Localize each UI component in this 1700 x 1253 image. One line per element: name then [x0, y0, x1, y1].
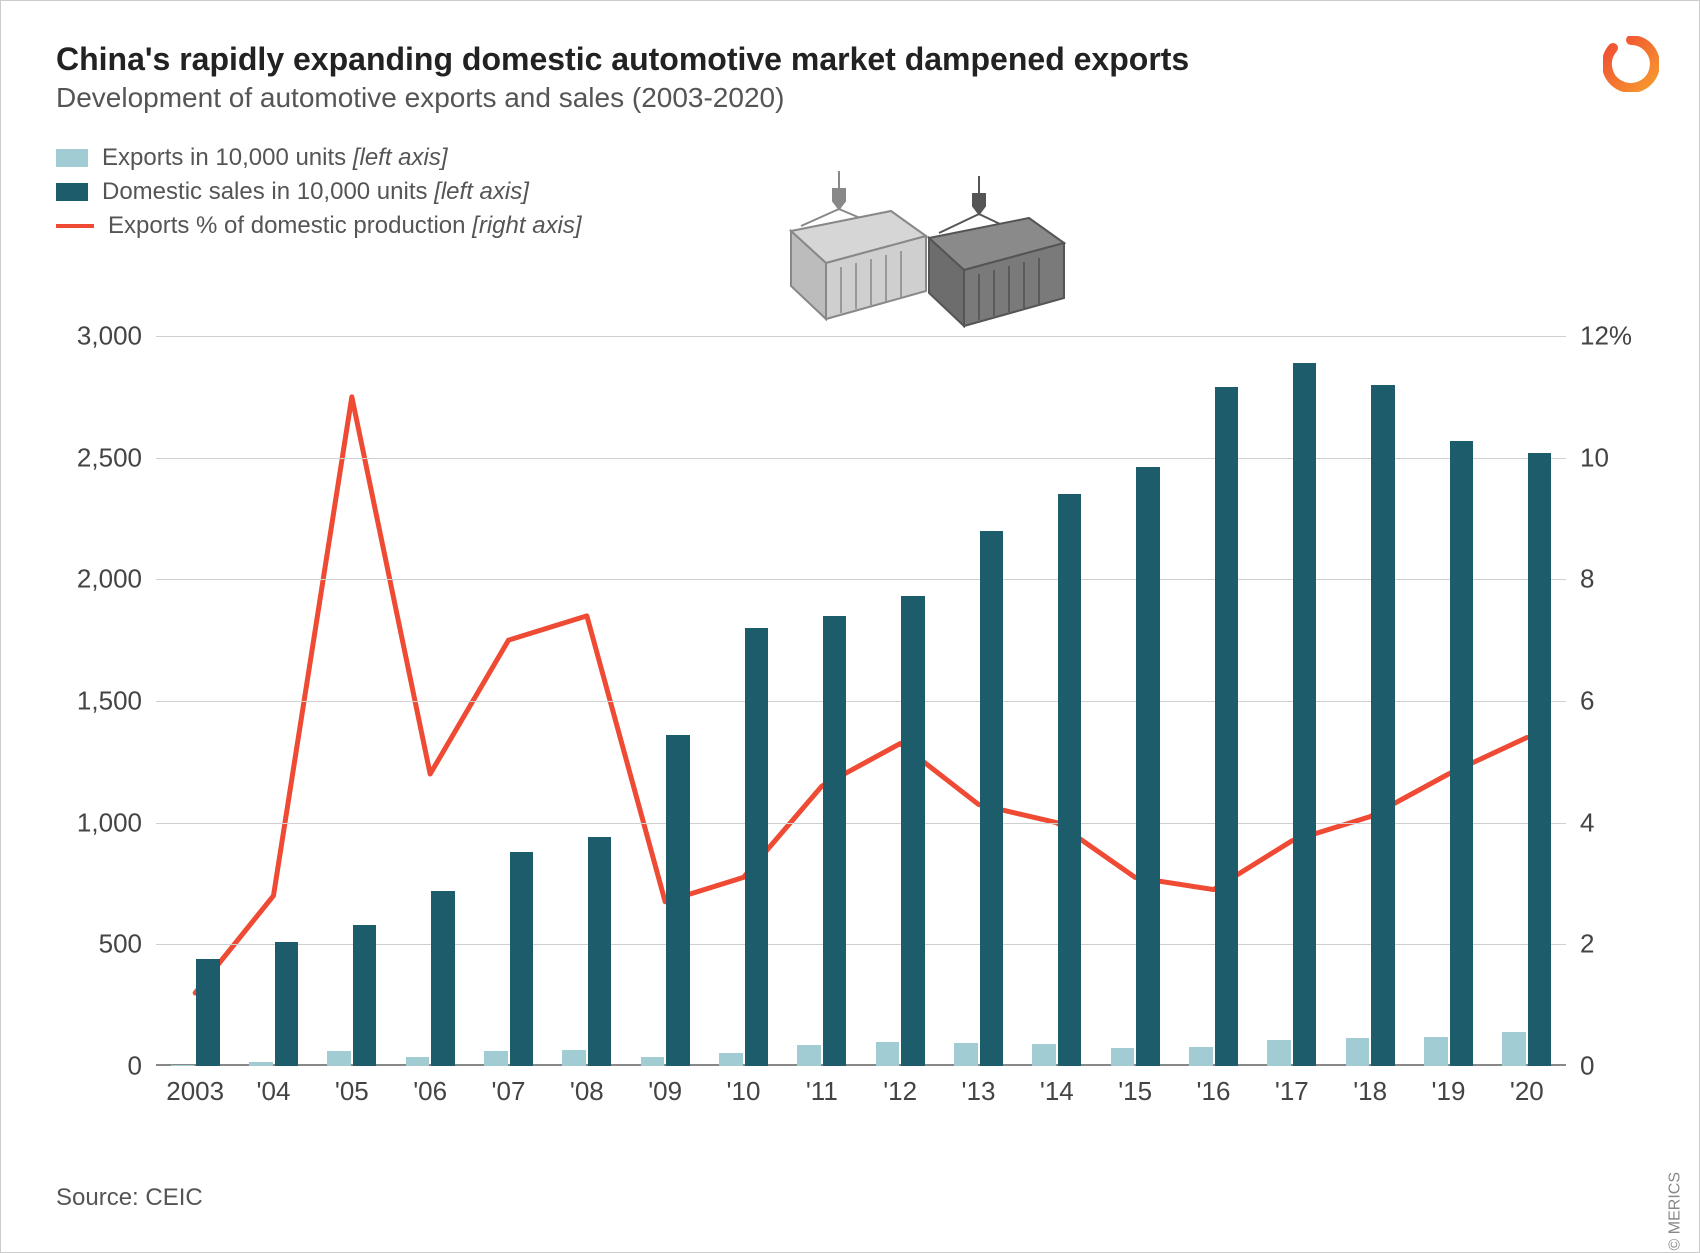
- y-left-tick-label: 1,000: [77, 807, 156, 838]
- bar-exports: [1111, 1048, 1135, 1066]
- shipping-containers-icon: [771, 171, 1071, 346]
- y-right-tick-label: 10: [1566, 442, 1609, 473]
- x-tick-label: '09: [626, 1066, 704, 1107]
- x-tick-label: '13: [940, 1066, 1018, 1107]
- legend-note-domestic: [left axis]: [434, 178, 529, 205]
- bar-domestic: [431, 891, 455, 1066]
- bar-domestic: [353, 925, 377, 1066]
- gridline: [156, 458, 1566, 459]
- bar-exports: [1424, 1037, 1448, 1066]
- bar-domestic: [980, 531, 1004, 1066]
- bar-exports: [327, 1051, 351, 1066]
- y-left-tick-label: 2,500: [77, 442, 156, 473]
- bar-domestic: [666, 735, 690, 1066]
- bar-exports: [1032, 1044, 1056, 1066]
- legend-item-exports: Exports in 10,000 units [left axis]: [56, 144, 1644, 172]
- y-left-tick-label: 500: [99, 929, 156, 960]
- gridline: [156, 336, 1566, 337]
- y-right-tick-label: 4: [1566, 807, 1594, 838]
- y-left-tick-label: 3,000: [77, 321, 156, 352]
- bar-exports: [954, 1043, 978, 1066]
- x-tick-label: '10: [705, 1066, 783, 1107]
- x-tick-label: 2003: [156, 1066, 234, 1107]
- bar-exports: [1267, 1040, 1291, 1066]
- bar-domestic: [510, 852, 534, 1066]
- bar-domestic: [745, 628, 769, 1066]
- bar-exports: [562, 1050, 586, 1066]
- pct-line: [195, 397, 1527, 993]
- x-tick-label: '05: [313, 1066, 391, 1107]
- bar-domestic: [1528, 453, 1552, 1066]
- x-tick-label: '12: [861, 1066, 939, 1107]
- y-right-tick-label: 0: [1566, 1051, 1594, 1082]
- bar-domestic: [1450, 441, 1474, 1066]
- bar-domestic: [1058, 494, 1082, 1066]
- bar-domestic: [588, 837, 612, 1066]
- gridline: [156, 579, 1566, 580]
- y-right-tick-label: 8: [1566, 564, 1594, 595]
- x-tick-label: '07: [470, 1066, 548, 1107]
- y-left-tick-label: 0: [128, 1051, 156, 1082]
- x-tick-label: '15: [1096, 1066, 1174, 1107]
- legend-label-domestic: Domestic sales in 10,000 units: [102, 178, 434, 205]
- legend-swatch-line: [56, 224, 94, 228]
- bar-exports: [876, 1042, 900, 1066]
- y-right-tick-label: 6: [1566, 686, 1594, 717]
- legend-label-pct: Exports % of domestic production: [108, 212, 472, 239]
- bar-exports: [1346, 1038, 1370, 1066]
- source-text: Source: CEIC: [56, 1184, 203, 1212]
- bar-domestic: [901, 596, 925, 1066]
- x-tick-label: '08: [548, 1066, 626, 1107]
- y-right-tick-label: 12%: [1566, 321, 1632, 352]
- legend-note-exports: [left axis]: [353, 144, 448, 171]
- bar-domestic: [823, 616, 847, 1066]
- bar-domestic: [1215, 387, 1239, 1066]
- copyright-text: © MERICS: [1666, 1172, 1684, 1250]
- bar-exports: [641, 1057, 665, 1066]
- x-tick-label: '16: [1175, 1066, 1253, 1107]
- merics-logo: [1603, 36, 1659, 97]
- bar-domestic: [196, 959, 220, 1066]
- bar-domestic: [1371, 385, 1395, 1066]
- bar-exports: [719, 1053, 743, 1066]
- chart-plot-area: 05001,0001,5002,0002,5003,000024681012%2…: [156, 336, 1566, 1066]
- y-right-tick-label: 2: [1566, 929, 1594, 960]
- gridline: [156, 823, 1566, 824]
- chart-title: China's rapidly expanding domestic autom…: [56, 41, 1644, 78]
- bar-exports: [1502, 1032, 1526, 1066]
- legend-swatch-domestic: [56, 183, 88, 201]
- bar-exports: [406, 1057, 430, 1066]
- bar-exports: [797, 1045, 821, 1066]
- bar-domestic: [1136, 467, 1160, 1066]
- chart-container: China's rapidly expanding domestic autom…: [0, 0, 1700, 1253]
- y-left-tick-label: 1,500: [77, 686, 156, 717]
- x-tick-label: '19: [1410, 1066, 1488, 1107]
- bar-exports: [1189, 1047, 1213, 1066]
- x-tick-label: '06: [391, 1066, 469, 1107]
- x-tick-label: '04: [235, 1066, 313, 1107]
- bar-exports: [484, 1051, 508, 1066]
- x-tick-label: '20: [1488, 1066, 1566, 1107]
- legend-note-pct: [right axis]: [472, 212, 581, 239]
- chart-subtitle: Development of automotive exports and sa…: [56, 82, 1644, 114]
- x-tick-label: '18: [1331, 1066, 1409, 1107]
- legend-swatch-exports: [56, 149, 88, 167]
- legend-label-exports: Exports in 10,000 units: [102, 144, 353, 171]
- x-tick-label: '11: [783, 1066, 861, 1107]
- gridline: [156, 701, 1566, 702]
- y-left-tick-label: 2,000: [77, 564, 156, 595]
- x-tick-label: '17: [1253, 1066, 1331, 1107]
- bar-domestic: [1293, 363, 1317, 1066]
- bar-domestic: [275, 942, 299, 1066]
- x-tick-label: '14: [1018, 1066, 1096, 1107]
